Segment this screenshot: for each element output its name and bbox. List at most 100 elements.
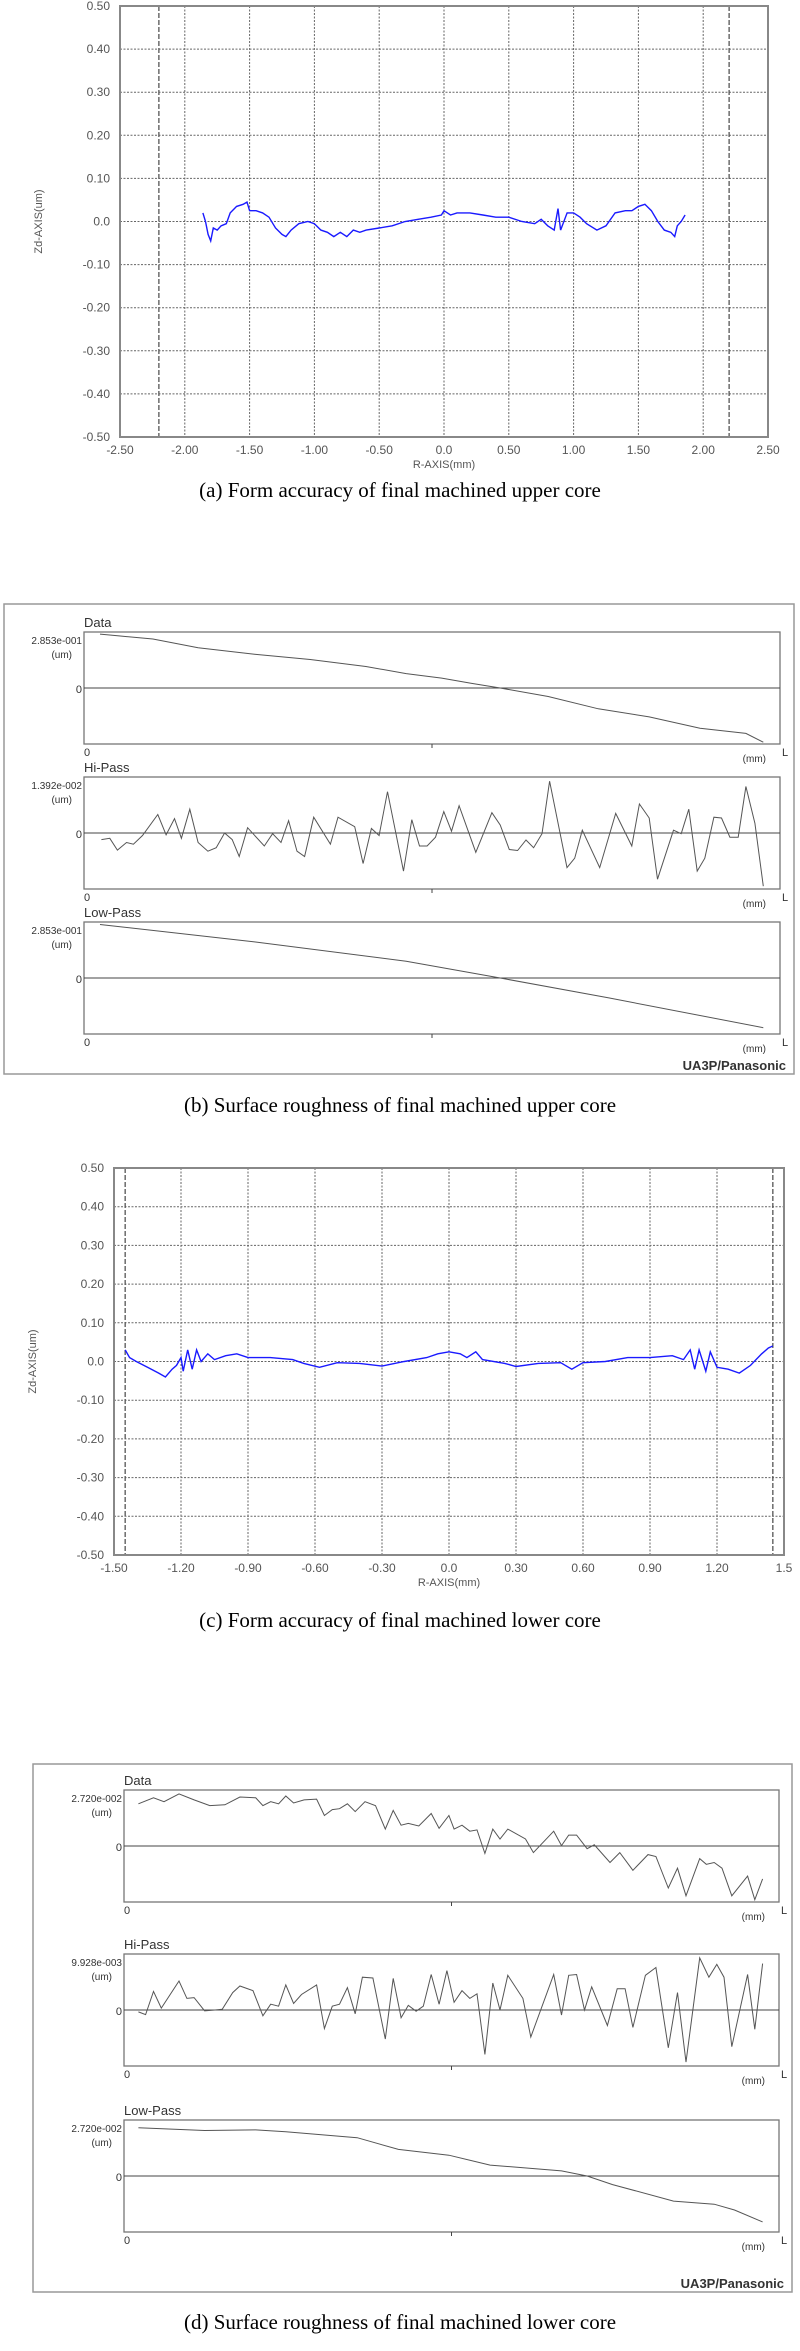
profile-line [138, 1956, 764, 2063]
y-unit-label: (um) [51, 940, 72, 951]
y-unit-label: (um) [51, 650, 72, 661]
profile-line [99, 633, 764, 743]
y-tick-label: 0.20 [81, 1277, 105, 1291]
x-tick-label: -1.20 [167, 1561, 195, 1575]
profile-line [138, 2127, 763, 2223]
y-tick-label: 0.50 [81, 1161, 105, 1175]
x-unit-label: (mm) [743, 754, 766, 765]
x-tick-label: -0.90 [234, 1561, 262, 1575]
figure-frame [32, 1763, 793, 2293]
x-tick-label: -2.50 [106, 443, 134, 457]
profile-line [124, 1345, 774, 1378]
x-unit-label: (mm) [742, 2076, 765, 2087]
x-tick-label: -2.00 [171, 443, 199, 457]
y-max-label: 2.720e-002 [71, 1794, 122, 1805]
x-start-label: 0 [84, 892, 90, 904]
x-tick-label: -1.50 [100, 1561, 128, 1575]
caption-d: (d) Surface roughness of final machined … [183, 2310, 617, 2334]
x-unit-label: (mm) [742, 1912, 765, 1923]
x-start-label: 0 [124, 2235, 130, 2247]
x-start-label: 0 [84, 747, 90, 759]
y-max-label: 2.720e-002 [71, 2124, 122, 2135]
panel-title: Data [124, 1773, 152, 1788]
x-end-label: L [782, 747, 788, 759]
caption-a: (a) Form accuracy of final machined uppe… [199, 478, 601, 502]
brand-label: UA3P/Panasonic [683, 1058, 786, 1073]
caption-c: (c) Form accuracy of final machined lowe… [199, 1608, 601, 1632]
y-zero-label: 0 [116, 2172, 122, 2184]
x-tick-label: -1.00 [301, 443, 329, 457]
y-tick-label: -0.40 [83, 387, 111, 401]
x-tick-label: -0.60 [301, 1561, 329, 1575]
x-tick-label: 0.90 [638, 1561, 662, 1575]
x-tick-label: 1.00 [562, 443, 586, 457]
x-tick-label: 1.5 [776, 1561, 793, 1575]
y-tick-label: -0.20 [83, 301, 111, 315]
y-tick-label: -0.30 [83, 344, 111, 358]
x-tick-label: 2.50 [756, 443, 780, 457]
y-zero-label: 0 [76, 974, 82, 986]
y-max-label: 1.392e-002 [31, 781, 82, 792]
y-unit-label: (um) [91, 2138, 112, 2149]
x-tick-label: 0.60 [571, 1561, 595, 1575]
y-max-label: 9.928e-003 [71, 1958, 122, 1969]
y-axis-label: Zd-AXIS(um) [27, 1329, 39, 1393]
y-tick-label: 0.30 [87, 85, 111, 99]
x-end-label: L [782, 1037, 788, 1049]
y-unit-label: (um) [91, 1808, 112, 1819]
x-tick-label: 0.0 [441, 1561, 458, 1575]
y-tick-label: 0.10 [87, 171, 111, 185]
y-zero-label: 0 [116, 2006, 122, 2018]
x-tick-label: 2.00 [692, 443, 716, 457]
x-end-label: L [781, 2235, 787, 2247]
y-max-label: 2.853e-001 [31, 636, 82, 647]
profile-line [99, 924, 764, 1029]
y-tick-label: -0.10 [77, 1393, 105, 1407]
x-end-label: L [781, 2069, 787, 2081]
x-tick-label: 1.20 [705, 1561, 729, 1575]
x-unit-label: (mm) [743, 1044, 766, 1055]
x-end-label: L [782, 892, 788, 904]
x-tick-label: -0.50 [366, 443, 394, 457]
panel-title: Low-Pass [84, 905, 142, 920]
y-tick-label: -0.50 [77, 1548, 105, 1562]
y-tick-label: 0.0 [93, 215, 110, 229]
y-zero-label: 0 [116, 1842, 122, 1854]
brand-label: UA3P/Panasonic [681, 2276, 784, 2291]
profile-line [101, 781, 764, 887]
y-zero-label: 0 [76, 829, 82, 841]
y-zero-label: 0 [76, 684, 82, 696]
profile-line [138, 1793, 764, 1902]
plot-frame [119, 5, 769, 438]
x-start-label: 0 [124, 1905, 130, 1917]
x-unit-label: (mm) [742, 2242, 765, 2253]
panel-title: Hi-Pass [84, 760, 130, 775]
x-tick-label: 0.50 [497, 443, 521, 457]
y-axis-label: Zd-AXIS(um) [33, 189, 45, 253]
x-start-label: 0 [124, 2069, 130, 2081]
panel-title: Low-Pass [124, 2103, 182, 2118]
y-tick-label: -0.40 [77, 1509, 105, 1523]
x-tick-label: -1.50 [236, 443, 264, 457]
plot-frame [113, 1167, 785, 1556]
y-tick-label: -0.10 [83, 258, 111, 272]
y-tick-label: 0.40 [81, 1200, 105, 1214]
y-tick-label: 0.40 [87, 42, 111, 56]
y-tick-label: -0.30 [77, 1471, 105, 1485]
caption-b: (b) Surface roughness of final machined … [183, 1093, 617, 1117]
figure-frame [3, 603, 795, 1075]
y-tick-label: 0.0 [87, 1355, 104, 1369]
x-axis-label: R-AXIS(mm) [413, 459, 475, 471]
profile-line [202, 201, 686, 244]
panel-title: Hi-Pass [124, 1937, 170, 1952]
x-end-label: L [781, 1905, 787, 1917]
panel-title: Data [84, 615, 112, 630]
y-max-label: 2.853e-001 [31, 926, 82, 937]
y-unit-label: (um) [91, 1972, 112, 1983]
y-unit-label: (um) [51, 795, 72, 806]
x-axis-label: R-AXIS(mm) [418, 1577, 480, 1589]
y-tick-label: 0.20 [87, 128, 111, 142]
x-unit-label: (mm) [743, 899, 766, 910]
y-tick-label: -0.50 [83, 430, 111, 444]
